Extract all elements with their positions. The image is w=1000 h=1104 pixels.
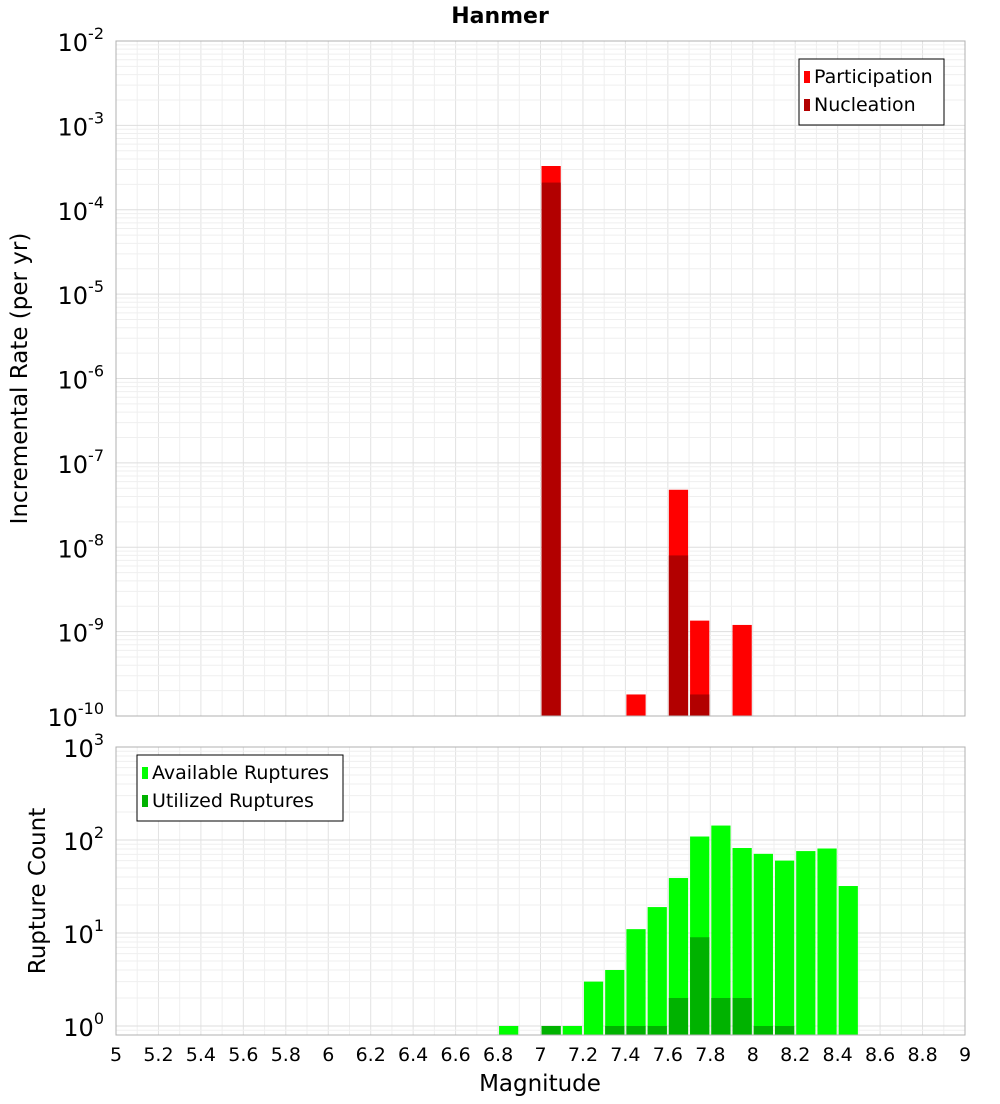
top-y-tick-label: 10-2 [58, 24, 105, 57]
x-tick-label: 5.4 [186, 1044, 216, 1066]
bottom-y-tick-label: 103 [63, 730, 104, 763]
top-y-tick-label: 10-4 [58, 193, 105, 226]
legend-swatch [142, 795, 148, 807]
x-tick-label: 8.8 [907, 1044, 937, 1066]
top-y-tick-label: 10-3 [58, 108, 105, 141]
bottom-bar [626, 929, 646, 1035]
bottom-bar [605, 969, 625, 1035]
bottom-bar [753, 1025, 773, 1035]
x-tick-label: 7.8 [695, 1044, 725, 1066]
legend-box [136, 754, 344, 822]
bottom-bar [626, 1025, 646, 1035]
top-grid [115, 40, 966, 717]
bottom-bar [753, 853, 773, 1035]
top-bar [732, 624, 752, 716]
top-y-tick-label: 10-7 [58, 446, 105, 479]
top-bar [668, 555, 689, 716]
x-tick-label: 8.4 [823, 1044, 853, 1066]
x-tick-label: 6.4 [398, 1044, 428, 1066]
x-tick-label: 6.6 [440, 1044, 470, 1066]
x-tick-label: 5 [110, 1044, 122, 1066]
top-y-tick-label: 10-5 [58, 277, 105, 310]
x-tick-label: 8 [747, 1044, 759, 1066]
top-y-tick-label: 10-9 [58, 615, 105, 648]
x-tick-label: 9 [959, 1044, 971, 1066]
bottom-plot-frame [115, 746, 966, 1036]
bottom-y-tick-label: 100 [63, 1009, 104, 1042]
x-tick-label: 6.8 [483, 1044, 513, 1066]
top-y-tick-label: 10-8 [58, 530, 105, 563]
top-y-tick-label: 10-6 [58, 362, 105, 395]
bottom-bar [838, 886, 858, 1035]
x-tick-label: 6.2 [356, 1044, 386, 1066]
bottom-bar [562, 1025, 582, 1035]
bottom-y-axis-label: Rupture Count [25, 808, 51, 974]
legend-label: Utilized Ruptures [152, 790, 314, 812]
x-tick-label: 5.8 [271, 1044, 301, 1066]
bottom-bar [732, 997, 752, 1035]
bottom-bar [796, 851, 816, 1035]
bottom-bar [541, 1025, 561, 1035]
bottom-y-tick-label: 101 [63, 916, 104, 949]
top-bar [626, 694, 646, 716]
bottom-bar [647, 1025, 667, 1035]
x-tick-label: 5.2 [143, 1044, 173, 1066]
x-tick-label: 8.2 [780, 1044, 810, 1066]
x-tick-label: 7.2 [568, 1044, 598, 1066]
top-y-axis-label: Incremental Rate (per yr) [7, 233, 33, 525]
bottom-bar [732, 848, 752, 1035]
x-axis-label: Magnitude [479, 1071, 601, 1097]
x-tick-label: 8.6 [865, 1044, 895, 1066]
x-tick-label: 7.6 [653, 1044, 683, 1066]
legend-label: Participation [814, 66, 933, 88]
x-tick-label: 5.6 [228, 1044, 258, 1066]
legend-swatch [804, 99, 810, 111]
x-tick-label: 7 [534, 1044, 546, 1066]
bottom-bar [668, 878, 689, 1035]
x-tick-label: 7.4 [610, 1044, 640, 1066]
bottom-bar [499, 1025, 519, 1035]
bottom-bar [711, 825, 731, 1035]
x-tick-label: 6 [322, 1044, 334, 1066]
top-bar [690, 694, 710, 716]
bottom-bar [647, 907, 667, 1035]
bottom-series-1 [541, 937, 795, 1035]
bottom-bar [711, 997, 731, 1035]
legend-label: Available Ruptures [152, 762, 329, 784]
bottom-bar [583, 981, 604, 1035]
legend-swatch [804, 71, 810, 83]
bottom-bar [817, 848, 837, 1035]
top-plot-frame [115, 40, 966, 717]
bottom-bar [774, 1025, 795, 1035]
legend-box [798, 58, 945, 126]
top-legend: Participation Nucleation [798, 58, 945, 126]
legend-swatch [142, 767, 148, 779]
bottom-bar [605, 1025, 625, 1035]
bottom-legend: Available Ruptures Utilized Ruptures [136, 754, 344, 822]
top-series-1 [541, 182, 710, 716]
chart-title: Hanmer [451, 4, 549, 29]
top-bar [690, 620, 710, 716]
legend-label: Nucleation [814, 94, 916, 116]
bottom-bar [668, 997, 689, 1035]
top-bar [541, 182, 561, 716]
top-y-tick-label: 10-10 [47, 699, 104, 732]
bottom-bar [690, 937, 710, 1035]
bottom-y-tick-label: 102 [63, 823, 104, 856]
bottom-bar [774, 860, 795, 1035]
